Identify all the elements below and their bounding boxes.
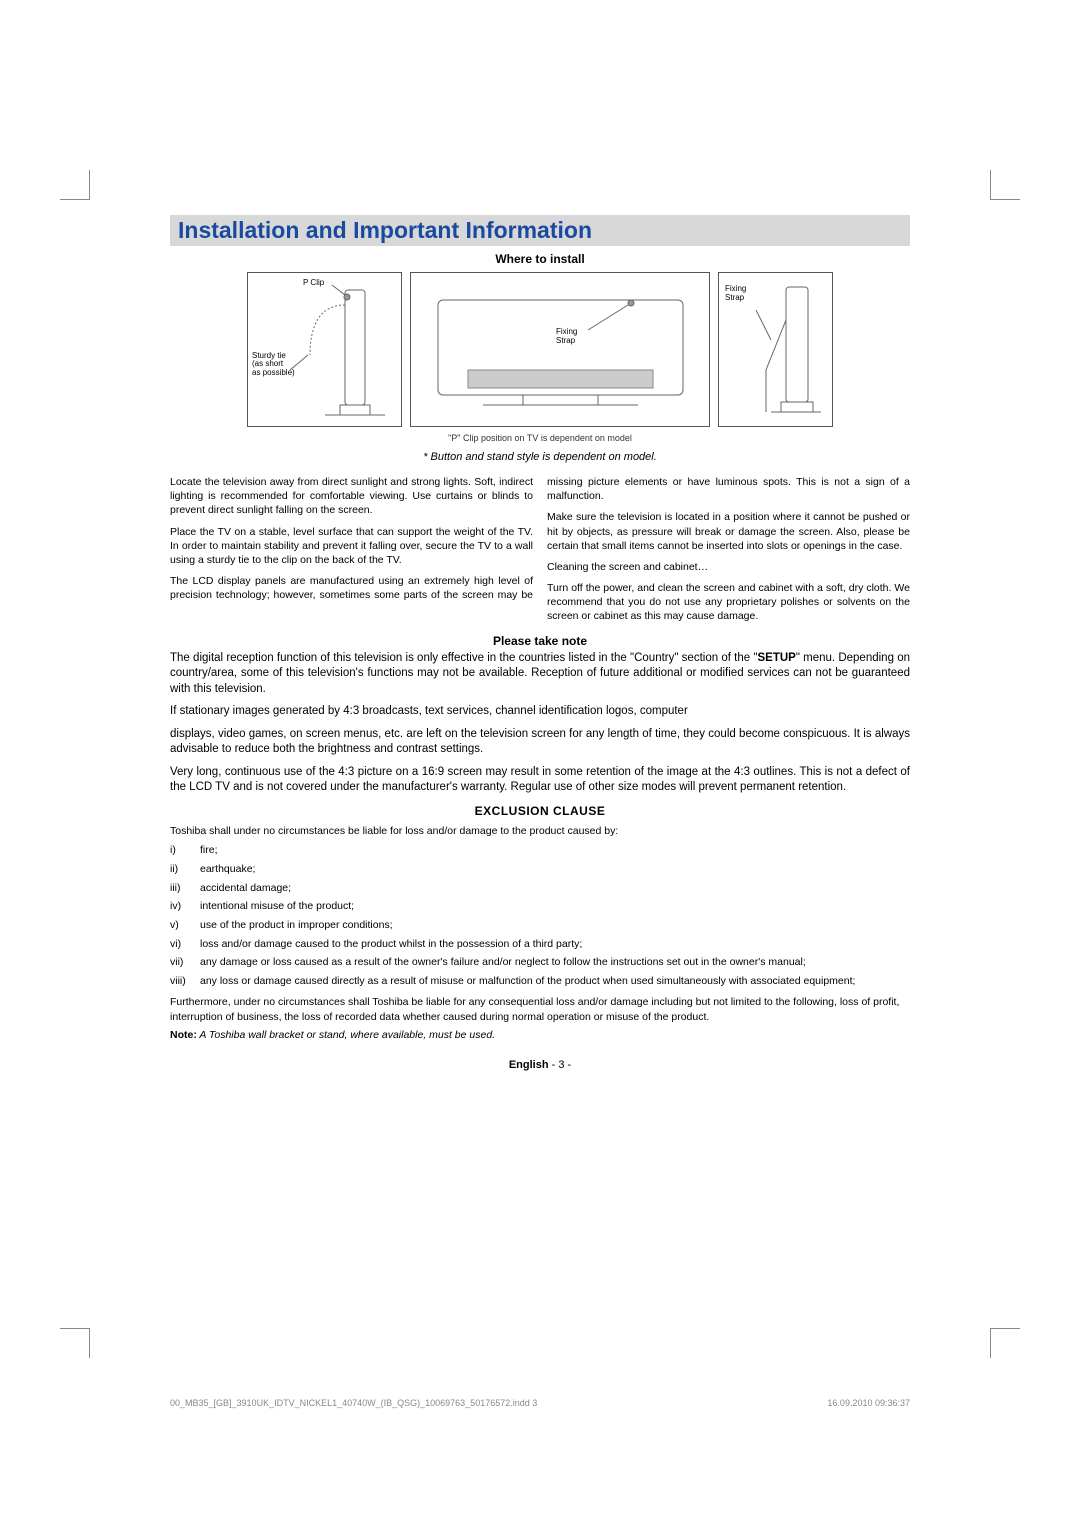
excl-item: iv)intentional misuse of the product; <box>170 899 910 914</box>
excl-item: i)fire; <box>170 843 910 858</box>
title-bar: Installation and Important Information <box>170 215 910 246</box>
page-footer: English - 3 - <box>170 1059 910 1071</box>
exclusion-outro: Furthermore, under no circumstances shal… <box>170 995 910 1024</box>
fixing-strap-label-rear: Fixing Strap <box>556 328 577 346</box>
fixing-strap-label-side: Fixing Strap <box>725 285 746 303</box>
where-to-install-heading: Where to install <box>170 252 910 266</box>
excl-item: viii)any loss or damage caused directly … <box>170 974 910 989</box>
page-title: Installation and Important Information <box>178 217 902 244</box>
tv-rear-icon <box>413 275 708 425</box>
body-p5: Cleaning the screen and cabinet… <box>547 560 910 574</box>
crop-mark-tr <box>990 170 1020 200</box>
exclusion-heading: EXCLUSION CLAUSE <box>170 804 910 818</box>
page-content: Installation and Important Information W… <box>170 215 910 1328</box>
print-filename: 00_MB35_[GB]_3910UK_IDTV_NICKEL1_40740W_… <box>170 1398 537 1408</box>
body-p2: Place the TV on a stable, level surface … <box>170 525 533 568</box>
note-p1a: The digital reception function of this t… <box>170 652 757 664</box>
note-text: A Toshiba wall bracket or stand, where a… <box>197 1029 495 1041</box>
body-p6: Turn off the power, and clean the screen… <box>547 581 910 624</box>
pclip-label: P Clip <box>303 279 324 288</box>
pclip-caption: "P" Clip position on TV is dependent on … <box>170 433 910 443</box>
excl-item: v)use of the product in improper conditi… <box>170 918 910 933</box>
excl-item: vii)any damage or loss caused as a resul… <box>170 955 910 970</box>
exclusion-intro: Toshiba shall under no circumstances be … <box>170 824 910 839</box>
note-p1: The digital reception function of this t… <box>170 651 910 698</box>
note-p2: If stationary images generated by 4:3 br… <box>170 704 910 720</box>
diagram-rear-view: Fixing Strap <box>410 272 710 427</box>
print-footer: 00_MB35_[GB]_3910UK_IDTV_NICKEL1_40740W_… <box>170 1398 910 1408</box>
crop-mark-tl <box>60 170 90 200</box>
crop-mark-br <box>990 1328 1020 1358</box>
body-columns: Locate the television away from direct s… <box>170 475 910 624</box>
foot-page: - 3 - <box>549 1059 572 1071</box>
excl-item: iii)accidental damage; <box>170 881 910 896</box>
sturdy-tie-label: Sturdy tie (as short as possible) <box>252 352 295 378</box>
diagram-side-view: P Clip Sturdy tie (as short as possible) <box>247 272 402 427</box>
body-p1: Locate the television away from direct s… <box>170 475 533 518</box>
excl-item: vi)loss and/or damage caused to the prod… <box>170 937 910 952</box>
note-p4: Very long, continuous use of the 4:3 pic… <box>170 765 910 796</box>
note-p3: displays, video games, on screen menus, … <box>170 727 910 758</box>
diagram-row: P Clip Sturdy tie (as short as possible)… <box>170 272 910 427</box>
diagram-side-strap: Fixing Strap <box>718 272 833 427</box>
exclusion-block: Toshiba shall under no circumstances be … <box>170 824 910 1025</box>
style-caption: * Button and stand style is dependent on… <box>170 451 910 463</box>
setup-word: SETUP <box>757 652 795 664</box>
print-timestamp: 16.09.2010 09:36:37 <box>827 1398 910 1408</box>
body-p4: Make sure the television is located in a… <box>547 510 910 553</box>
foot-lang: English <box>509 1059 549 1071</box>
excl-item: ii)earthquake; <box>170 862 910 877</box>
crop-mark-bl <box>60 1328 90 1358</box>
please-take-note-heading: Please take note <box>170 634 910 648</box>
note-line: Note: A Toshiba wall bracket or stand, w… <box>170 1029 910 1041</box>
exclusion-list: i)fire; ii)earthquake; iii)accidental da… <box>170 843 910 989</box>
tv-side-icon <box>250 275 400 425</box>
note-block: The digital reception function of this t… <box>170 651 910 796</box>
note-label: Note: <box>170 1029 197 1041</box>
